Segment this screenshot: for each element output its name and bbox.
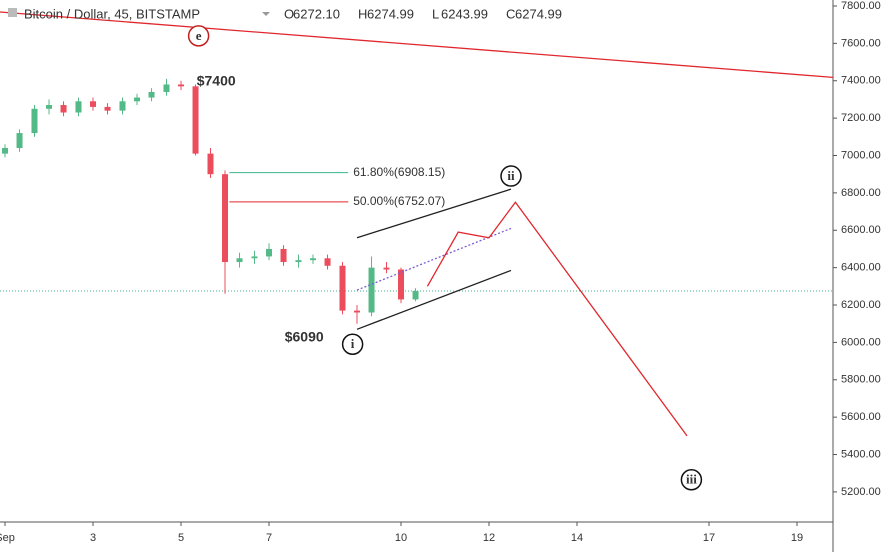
candle-body bbox=[192, 86, 199, 154]
wave-label: ii bbox=[507, 168, 515, 183]
wave-label-circle bbox=[680, 469, 703, 491]
candle-body bbox=[236, 258, 243, 263]
x-tick-label: 5 bbox=[178, 532, 184, 544]
candle-body bbox=[383, 267, 390, 270]
ohlc-value: 6272.10 bbox=[293, 6, 340, 21]
ohlc-key: O bbox=[284, 6, 294, 21]
channel-lower bbox=[356, 269, 512, 330]
y-tick-label: 6800.00 bbox=[841, 187, 881, 199]
legend-header: Bitcoin / Dollar, 45, BITSTAMP bbox=[8, 6, 270, 21]
ohlc-key: L bbox=[432, 6, 439, 21]
fib-label: 61.80%(6908.15) bbox=[353, 165, 445, 179]
candle-body bbox=[354, 310, 361, 313]
wave-label-circle bbox=[341, 333, 364, 356]
y-tick-label: 7000.00 bbox=[841, 149, 881, 161]
candle-body bbox=[134, 97, 141, 102]
ohlc-key: C bbox=[506, 6, 515, 21]
plot-area: 61.80%(6908.15) 50.00%(6752.07) e $7400 $609… bbox=[0, 11, 834, 491]
candle-body bbox=[339, 265, 346, 311]
ohlc-value: 6274.99 bbox=[367, 6, 414, 21]
candle-body bbox=[324, 258, 331, 266]
ohlc-value: 6243.99 bbox=[441, 6, 488, 21]
y-tick-label: 7800.00 bbox=[841, 0, 881, 12]
trendline bbox=[0, 11, 834, 79]
candle-body bbox=[222, 174, 229, 263]
y-tick-label: 7600.00 bbox=[841, 37, 881, 49]
price-annotation: $6090 bbox=[285, 328, 324, 344]
candle-body bbox=[310, 258, 317, 261]
y-tick-label: 5400.00 bbox=[841, 448, 881, 460]
candle-body bbox=[266, 248, 273, 257]
x-tick-label: 19 bbox=[791, 532, 803, 544]
x-tick-label: 14 bbox=[571, 532, 583, 544]
x-tick-label: 3 bbox=[90, 532, 96, 544]
dropdown-icon[interactable] bbox=[262, 12, 270, 16]
candle-body bbox=[75, 101, 82, 113]
y-tick-label: 7400.00 bbox=[841, 75, 881, 87]
price-annotation: $7400 bbox=[197, 72, 236, 88]
chart-title: Bitcoin / Dollar, 45, BITSTAMP bbox=[24, 6, 200, 21]
candle-body bbox=[60, 105, 67, 113]
candle-body bbox=[251, 256, 258, 259]
wave-label: iii bbox=[686, 472, 697, 487]
symbol-icon bbox=[8, 8, 17, 17]
candle-body bbox=[163, 84, 170, 92]
candle-body bbox=[2, 148, 9, 154]
candle-body bbox=[178, 84, 185, 87]
candle-body bbox=[280, 248, 287, 263]
y-tick-label: 7200.00 bbox=[841, 112, 881, 124]
candle-body bbox=[295, 260, 302, 263]
candle-body bbox=[368, 267, 375, 313]
candle-body bbox=[119, 101, 126, 111]
x-tick-label: Sep bbox=[0, 532, 15, 544]
channel-upper bbox=[356, 188, 512, 239]
candle-body bbox=[412, 290, 419, 300]
wave-label: i bbox=[351, 336, 355, 351]
candle-body bbox=[31, 108, 38, 134]
y-tick-label: 5200.00 bbox=[841, 486, 881, 498]
wave-label: e bbox=[196, 28, 202, 43]
x-tick-label: 17 bbox=[703, 532, 715, 544]
y-tick-label: 6600.00 bbox=[841, 224, 881, 236]
projection bbox=[426, 201, 688, 437]
x-tick-label: 12 bbox=[483, 532, 495, 544]
candle-body bbox=[90, 101, 97, 107]
fib-label: 50.00%(6752.07) bbox=[353, 194, 445, 208]
candle-body bbox=[398, 269, 405, 300]
ohlc-value: 6274.99 bbox=[515, 6, 562, 21]
wave-label-circle bbox=[500, 165, 522, 187]
y-tick-label: 5600.00 bbox=[841, 411, 881, 423]
candle-body bbox=[207, 153, 214, 175]
candle-body bbox=[16, 133, 23, 149]
candle-body bbox=[104, 106, 111, 111]
candle-body bbox=[148, 91, 155, 98]
x-tick-label: 7 bbox=[266, 532, 272, 544]
y-tick-label: 5800.00 bbox=[841, 374, 881, 386]
y-tick-label: 6200.00 bbox=[841, 299, 881, 311]
wave-label-circle bbox=[187, 25, 210, 47]
x-tick-label: 10 bbox=[395, 532, 407, 544]
y-tick-label: 6000.00 bbox=[841, 336, 881, 348]
candle-body bbox=[46, 105, 53, 109]
y-tick-label: 6400.00 bbox=[841, 262, 881, 274]
ohlc-key: H bbox=[358, 6, 367, 21]
